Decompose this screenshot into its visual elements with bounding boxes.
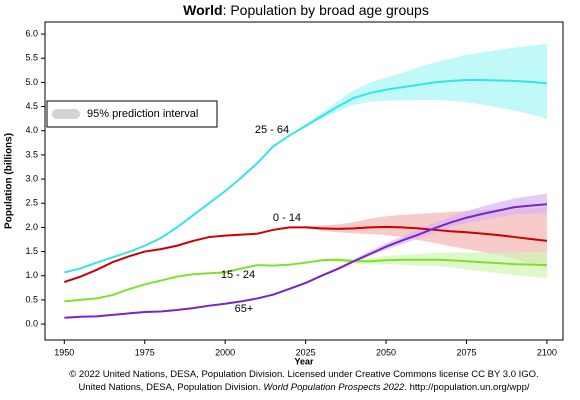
footer-text: © 2022 United Nations, DESA, Population … — [69, 369, 538, 380]
footer-text: United Nations, DESA, Population Divisio… — [79, 382, 264, 393]
x-tick-label: 2075 — [456, 347, 476, 357]
y-tick-label: 1.0 — [25, 270, 38, 280]
y-tick-label: 5.0 — [25, 77, 38, 87]
y-axis-label: Population (billions) — [4, 133, 15, 229]
y-tick-label: 2.0 — [25, 222, 38, 232]
footer-line: United Nations, DESA, Population Divisio… — [79, 382, 530, 393]
series-line — [63, 225, 548, 283]
prediction-band — [289, 43, 547, 136]
chart-title: World: Population by broad age groups — [183, 2, 429, 18]
y-tick-label: 2.5 — [25, 198, 38, 208]
series-label: 15 - 24 — [221, 269, 255, 281]
series-line — [64, 203, 548, 319]
series-line — [64, 78, 548, 274]
series-label: 25 - 64 — [255, 124, 289, 136]
plot-border — [44, 21, 564, 341]
series-label: 0 - 14 — [273, 212, 301, 224]
x-tick-label: 2100 — [537, 347, 557, 357]
x-axis-label: Year — [294, 356, 314, 366]
y-tick-label: 3.5 — [25, 149, 38, 159]
title-region: World — [183, 2, 222, 18]
footer-text: . http://population.un.org/wpp/ — [404, 382, 530, 393]
x-tick-label: 2025 — [296, 347, 316, 357]
y-tick-label: 5.5 — [25, 53, 38, 63]
x-tick-label: 2000 — [215, 347, 235, 357]
series-line — [64, 258, 547, 303]
y-tick-label: 3.0 — [25, 173, 38, 183]
y-tick-label: 6.0 — [25, 28, 38, 38]
prediction-band — [289, 251, 547, 279]
series-label: 65+ — [235, 303, 254, 315]
legend-swatch — [52, 109, 80, 119]
x-tick-label: 1975 — [135, 347, 155, 357]
legend-label: 95% prediction interval — [87, 108, 198, 120]
y-tick-label: 0.0 — [25, 318, 38, 328]
y-tick-label: 0.5 — [25, 294, 38, 304]
footer-publication: World Population Prospects 2022 — [263, 382, 405, 393]
legend: 95% prediction interval — [46, 100, 218, 128]
prediction-band — [289, 193, 547, 289]
x-tick-label: 2050 — [376, 347, 396, 357]
y-tick-label: 4.5 — [25, 101, 38, 111]
y-tick-label: 4.0 — [25, 125, 38, 135]
x-tick-label: 1950 — [54, 347, 74, 357]
footer-line: © 2022 United Nations, DESA, Population … — [69, 369, 538, 380]
y-tick-label: 1.5 — [25, 246, 38, 256]
title-text: : Population by broad age groups — [223, 2, 429, 18]
